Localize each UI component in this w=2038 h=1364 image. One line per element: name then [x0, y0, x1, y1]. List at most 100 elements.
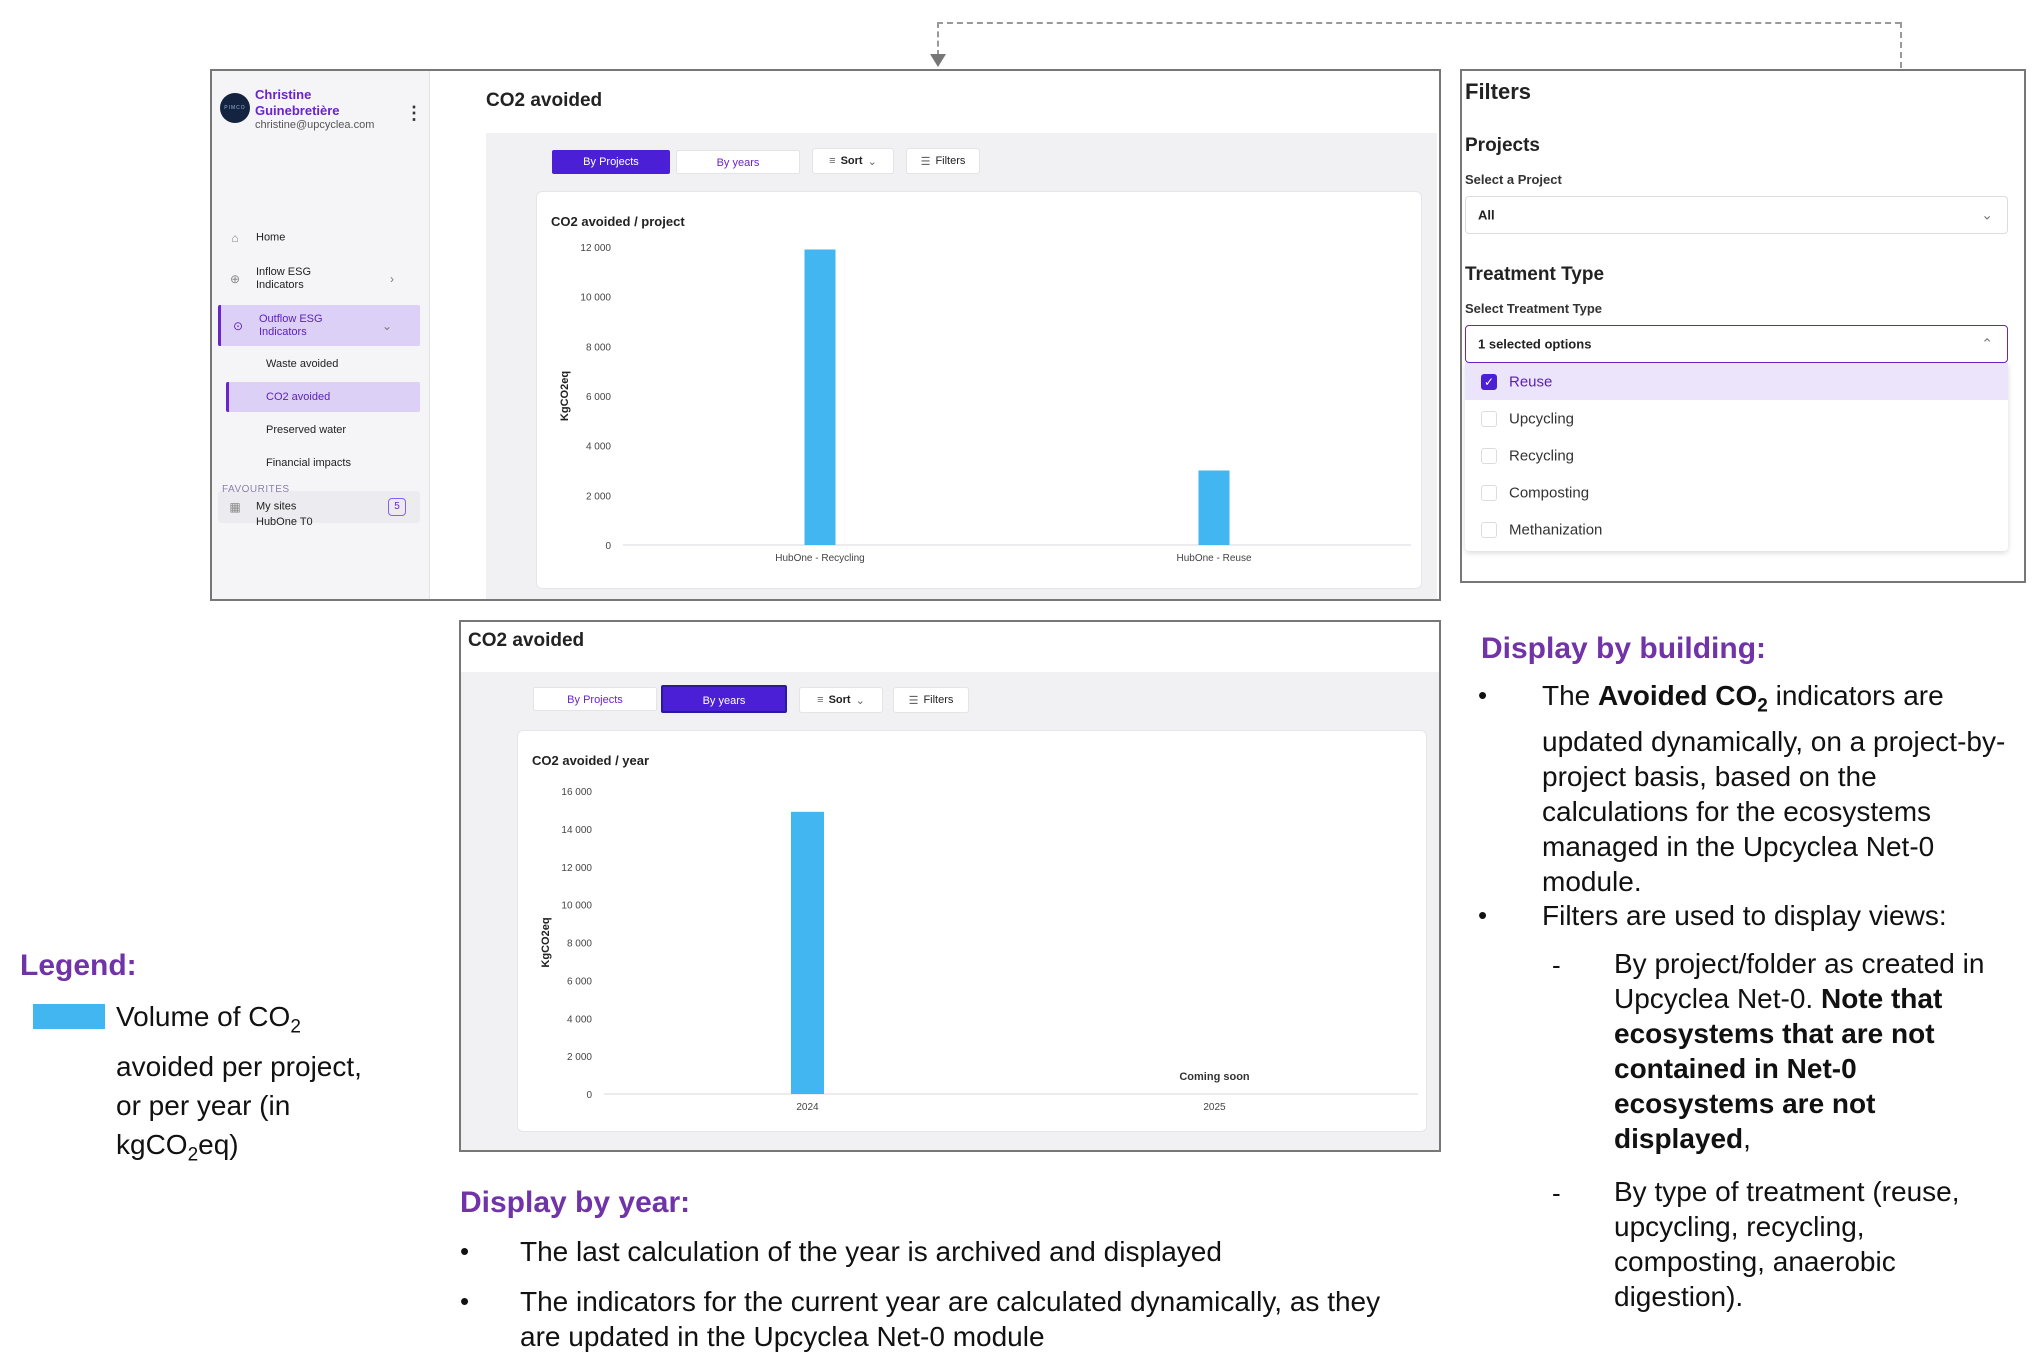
tab-by-years[interactable]: By years [676, 150, 800, 174]
y-axis-label: KgCO2eq [559, 371, 571, 421]
checkbox-icon[interactable] [1481, 484, 1497, 501]
legend-text-part: avoided per project, [116, 1050, 362, 1082]
tab-by-years[interactable]: By years [661, 685, 787, 713]
y-tick-label: 12 000 [561, 863, 592, 874]
user-name: Christine Guinebretière [255, 87, 340, 118]
favourite-item[interactable]: HubOne T0 [256, 516, 313, 528]
sub-preserved-water[interactable]: Preserved water [226, 415, 420, 445]
treatment-select[interactable]: 1 selected options ⌃ [1465, 325, 2008, 363]
y-tick-label: 0 [586, 1090, 592, 1101]
nav-home[interactable]: ⌂ Home [212, 223, 430, 253]
legend-text-part: eq) [198, 1128, 239, 1160]
sort-button[interactable]: ≡ Sort ⌄ [799, 687, 883, 713]
chart-projects: 0 2 000 4 000 6 000 8 000 10 000 12 000 KgCO2eq… [559, 243, 1411, 564]
bar [791, 811, 824, 1094]
legend-swatch [33, 1004, 105, 1029]
checkbox-icon[interactable] [1481, 410, 1497, 427]
sliders-icon: ☰ [920, 155, 931, 168]
legend-text: Volume of CO2 avoided per project, or pe… [116, 997, 426, 1174]
checkbox-icon[interactable] [1481, 447, 1497, 464]
bullet-icon: • [1478, 680, 1488, 710]
sub-co2-avoided[interactable]: CO2 avoided [226, 382, 420, 412]
tab-by-projects[interactable]: By Projects [552, 150, 670, 174]
text-part: The [1542, 680, 1599, 711]
connector-line [937, 22, 1901, 24]
sub-waste-avoided[interactable]: Waste avoided [226, 349, 420, 379]
option-methanization[interactable]: Methanization [1465, 511, 2008, 548]
chart-card: CO2 avoided / year 0 2 000 4 000 6 000 8 000… [517, 730, 1427, 1132]
y-tick-label: 0 [605, 541, 611, 552]
sub-co2-label: CO2 avoided [266, 391, 331, 403]
option-reuse[interactable]: ✓ Reuse [1465, 363, 2008, 400]
option-label: Recycling [1509, 447, 1575, 464]
checkbox-checked-icon[interactable]: ✓ [1481, 373, 1497, 390]
filters-button[interactable]: ☰ Filters [893, 687, 969, 713]
legend-sub: 2 [290, 1016, 301, 1038]
legend-title: Legend: [20, 949, 137, 982]
y-tick-label: 2 000 [586, 491, 611, 502]
filters-panel: Filters Projects Select a Project All ⌄ … [1460, 69, 2026, 583]
option-upcycling[interactable]: Upcycling [1465, 400, 2008, 437]
nav-inflow[interactable]: ⊕ Inflow ESG Indicators › [212, 259, 430, 299]
sort-icon: ≡ [829, 155, 836, 167]
nav-inflow-label: Inflow ESG Indicators [256, 266, 312, 291]
nav-my-sites[interactable]: ▦ My sites 5 [218, 491, 420, 523]
bar [804, 249, 836, 545]
nav-outflow-label: Outflow ESG Indicators [259, 312, 323, 338]
y-tick-label: 6 000 [586, 392, 611, 403]
chart-years: 0 2 000 4 000 6 000 8 000 10 000 12 000 14 000 1… [540, 787, 1418, 1113]
bullet-icon: • [1478, 900, 1488, 930]
building-sub-1: By project/folder as created in Upcyclea… [1614, 946, 2014, 1156]
treatment-heading: Treatment Type [1465, 264, 1605, 285]
x-tick-label: HubOne - Reuse [1176, 553, 1251, 564]
option-composting[interactable]: Composting [1465, 474, 2008, 511]
bottom-screenshot: CO2 avoided By Projects By years ≡ Sort ⌄ … [459, 620, 1441, 1152]
checkbox-icon[interactable] [1481, 521, 1497, 538]
sub-financial-impacts[interactable]: Financial impacts [226, 448, 420, 478]
connector-arrow-icon [930, 54, 946, 67]
chevron-right-icon: › [390, 272, 394, 286]
year-bullet-1: The last calculation of the year is arch… [520, 1236, 1222, 1267]
avatar-text: PIMCO [224, 105, 246, 111]
legend-text-part: kgCO [116, 1128, 188, 1160]
y-tick-label: 4 000 [586, 442, 611, 453]
sort-label: Sort [828, 694, 851, 706]
sub-fin-label: Financial impacts [266, 457, 351, 469]
chart-card: CO2 avoided / project 0 2 000 4 000 6 000 8 … [536, 191, 1422, 589]
treatment-select-value: 1 selected options [1478, 336, 1592, 352]
sites-count-badge: 5 [388, 498, 406, 516]
y-tick-label: 8 000 [567, 939, 592, 950]
filters-button[interactable]: ☰ Filters [906, 148, 980, 174]
projects-label: Select a Project [1465, 172, 1562, 187]
chevron-down-icon: ⌄ [855, 694, 865, 707]
text-part: indicators are updated dynamically, on a… [1542, 680, 2006, 897]
option-recycling[interactable]: Recycling [1465, 437, 2008, 474]
option-label: Upcycling [1509, 410, 1575, 427]
nav-outflow[interactable]: ⊙ Outflow ESG Indicators ⌄ [218, 305, 420, 346]
project-select[interactable]: All ⌄ [1465, 196, 2008, 234]
sub-water-label: Preserved water [266, 424, 347, 436]
connector-line-left [937, 22, 939, 56]
text-bold: Note that ecosystems that are not contai… [1614, 983, 1943, 1154]
y-tick-label: 2 000 [567, 1052, 592, 1063]
top-screenshot: PIMCO Christine Guinebretière christine@… [210, 69, 1441, 601]
bar [1198, 470, 1230, 545]
legend-text-part: or per year (in [116, 1089, 291, 1121]
x-tick-label: HubOne - Recycling [775, 553, 864, 564]
kebab-menu-icon[interactable]: ⋮ [405, 103, 423, 123]
avatar[interactable]: PIMCO [220, 93, 250, 123]
building-sub-2: By type of treatment (reuse, upcycling, … [1614, 1176, 1960, 1312]
text-part: , [1743, 1123, 1751, 1154]
user-email: christine@upcyclea.com [255, 119, 375, 131]
inflow-icon: ⊕ [229, 272, 241, 286]
tab-by-projects[interactable]: By Projects [533, 687, 657, 711]
sort-button[interactable]: ≡ Sort ⌄ [812, 148, 894, 174]
y-tick-label: 10 000 [561, 901, 592, 912]
bullet-icon: • [460, 1236, 470, 1266]
content-panel: By Projects By years ≡ Sort ⌄ ☰ Filters CO2… [486, 133, 1437, 599]
projects-heading: Projects [1465, 135, 1540, 156]
nav-my-sites-label: My sites [256, 500, 297, 513]
filters-label: Filters [923, 694, 954, 706]
sort-icon: ≡ [817, 694, 824, 706]
y-tick-label: 10 000 [580, 293, 611, 304]
